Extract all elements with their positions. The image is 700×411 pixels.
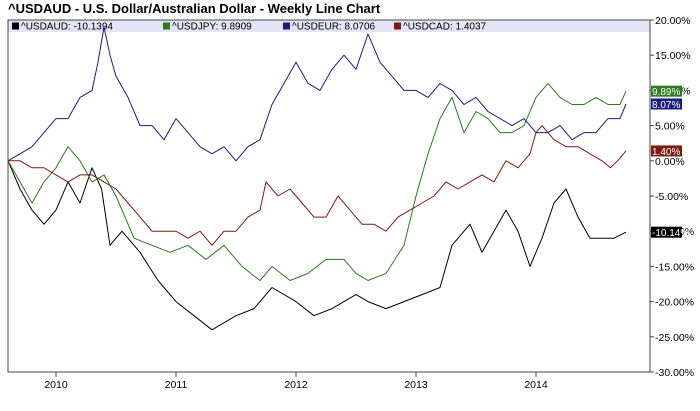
series-line	[8, 125, 627, 246]
series-line	[7, 160, 627, 331]
y-tick-label: -5.00%	[655, 191, 688, 203]
x-tick-label: 2011	[165, 379, 188, 391]
series-line	[7, 26, 627, 162]
x-tick-label: 2014	[524, 379, 548, 391]
end-value-badge	[651, 85, 682, 97]
x-tick-label: 2013	[404, 379, 428, 391]
chart-title: ^USDAUD - U.S. Dollar/Australian Dollar …	[8, 1, 381, 16]
y-axis: 20.00%15.00%10.00%5.00%0.00%-5.00%-10.00…	[650, 15, 694, 379]
end-value-label: 9.89%	[652, 87, 680, 98]
y-tick-label: -25.00%	[655, 332, 694, 344]
end-labels: -10.14% 9.89% 8.07% 1.40%	[651, 85, 689, 239]
end-value-badge	[651, 98, 682, 110]
legend-swatch	[163, 22, 170, 30]
end-value-badge	[651, 145, 682, 157]
y-tick-label: 0.00%	[655, 156, 685, 168]
end-value-label: 1.40%	[652, 147, 680, 158]
y-tick-label: -15.00%	[655, 261, 694, 273]
end-value-label: 8.07%	[652, 100, 680, 111]
x-tick-label: 2010	[44, 379, 68, 391]
y-tick-label: 20.00%	[655, 15, 691, 27]
legend-label: ^USDAUD: -10.1394	[21, 22, 113, 33]
y-tick-label: -20.00%	[655, 297, 694, 309]
end-value-label: -10.14%	[652, 228, 689, 239]
series-layer	[7, 26, 627, 331]
x-axis: 2010 2011 2012 2013 2014	[44, 372, 548, 391]
legend: ^USDAUD: -10.1394 ^USDJPY: 9.8909 ^USDEUR:…	[8, 20, 650, 33]
end-value-badge	[651, 226, 682, 238]
plot-frame	[7, 19, 651, 373]
legend-label: ^USDCAD: 1.4037	[403, 22, 487, 33]
series-line	[7, 82, 627, 281]
x-tick-label: 2012	[284, 379, 308, 391]
legend-swatch	[12, 22, 19, 30]
y-tick-label: 5.00%	[655, 121, 685, 133]
legend-swatch	[283, 22, 290, 30]
legend-label: ^USDEUR: 8.0706	[292, 22, 376, 33]
legend-swatch	[394, 22, 401, 30]
y-tick-label: -30.00%	[655, 367, 694, 379]
plot-border	[7, 19, 651, 373]
y-tick-label: 15.00%	[655, 50, 691, 62]
legend-label: ^USDJPY: 9.8909	[172, 22, 252, 33]
